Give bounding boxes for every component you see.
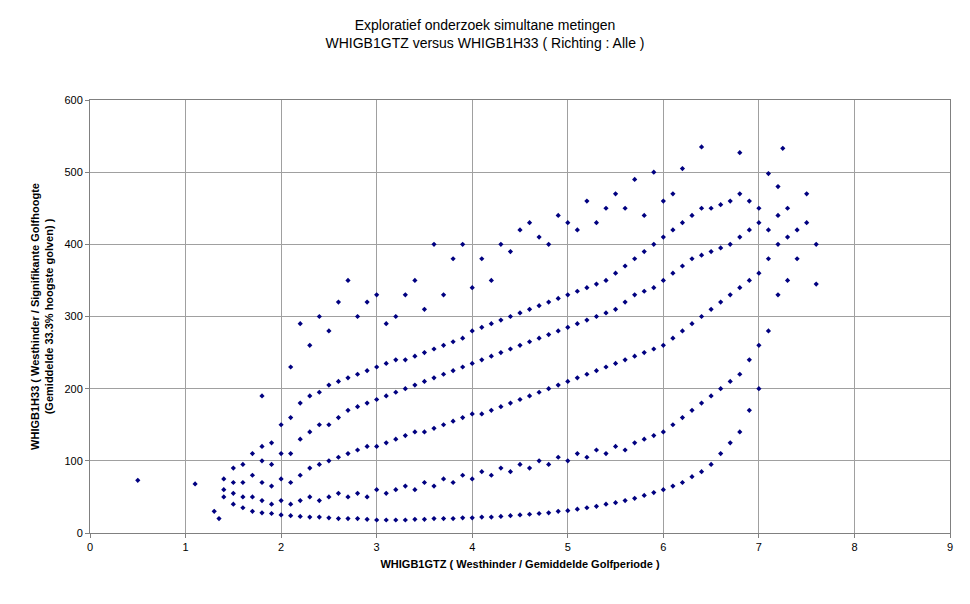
svg-text:400: 400 xyxy=(64,238,82,250)
svg-text:500: 500 xyxy=(64,166,82,178)
svg-text:8: 8 xyxy=(851,541,857,553)
svg-text:Exploratief onderzoek simultan: Exploratief onderzoek simultane metingen… xyxy=(326,17,645,51)
svg-text:3: 3 xyxy=(374,541,380,553)
svg-text:0: 0 xyxy=(77,527,83,539)
svg-text:0: 0 xyxy=(87,541,93,553)
svg-text:100: 100 xyxy=(64,455,82,467)
svg-text:600: 600 xyxy=(64,94,82,106)
svg-text:2: 2 xyxy=(278,541,284,553)
svg-text:300: 300 xyxy=(64,310,82,322)
svg-text:5: 5 xyxy=(565,541,571,553)
svg-text:200: 200 xyxy=(64,383,82,395)
svg-text:7: 7 xyxy=(756,541,762,553)
svg-text:WHIGB1H33 ( Westhinder / Signi: WHIGB1H33 ( Westhinder / Signifikante Go… xyxy=(29,183,55,450)
svg-text:1: 1 xyxy=(182,541,188,553)
svg-text:4: 4 xyxy=(469,541,475,553)
svg-text:WHIGB1GTZ ( Westhinder / Gemid: WHIGB1GTZ ( Westhinder / Gemiddelde Golf… xyxy=(380,558,659,570)
svg-text:9: 9 xyxy=(947,541,953,553)
svg-text:6: 6 xyxy=(660,541,666,553)
